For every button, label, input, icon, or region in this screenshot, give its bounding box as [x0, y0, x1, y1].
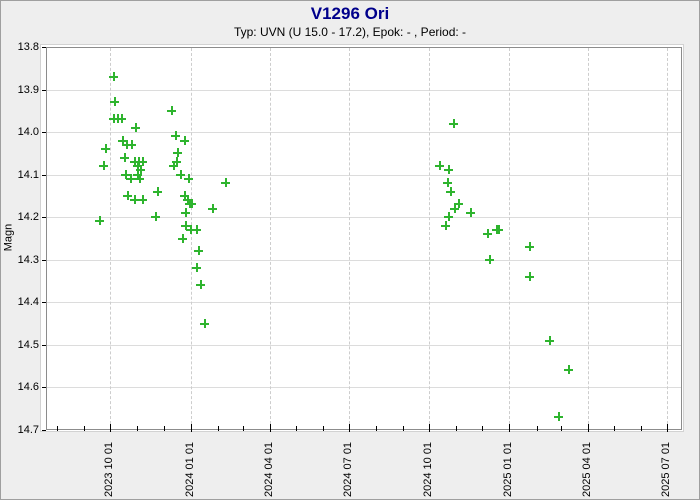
chart-title: V1296 Ori [310, 4, 390, 23]
y-axis-tick-label: 14.7 [17, 424, 39, 436]
y-axis-tick-label: 14.4 [17, 296, 39, 308]
y-axis-tick-label: 14.5 [17, 339, 39, 351]
plot-area [46, 47, 682, 430]
y-axis-title: Magn [2, 223, 15, 252]
y-axis-tick-label: 13.9 [17, 84, 39, 96]
y-axis-tick-label: 14.1 [17, 169, 39, 181]
chart-subtitle: Typ: UVN (U 15.0 - 17.2), Epok: - , Peri… [233, 25, 467, 39]
y-axis-tick-label: 14.6 [17, 381, 39, 393]
y-axis-tick-label: 14.0 [17, 126, 39, 138]
plot-figure [40, 44, 684, 432]
y-axis-tick-label: 13.8 [17, 41, 39, 53]
